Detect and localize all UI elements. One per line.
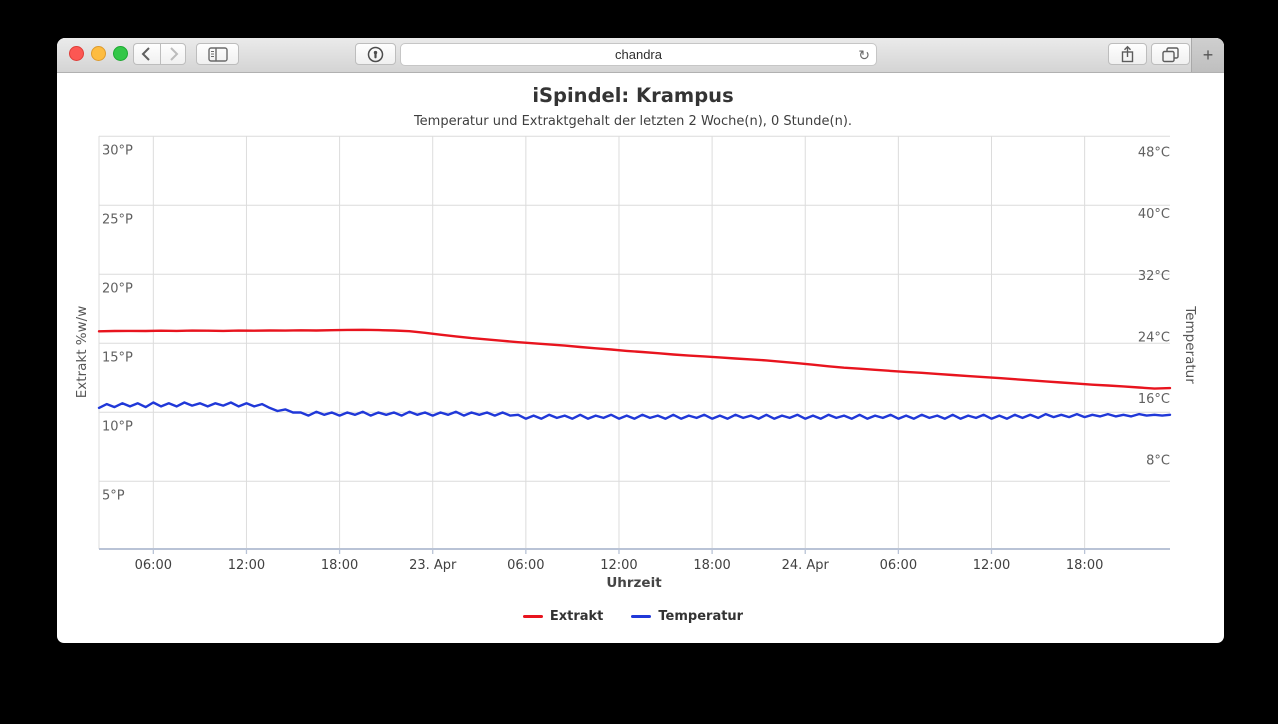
x-tick-label: 12:00 (600, 558, 637, 573)
y-left-axis-title: Extrakt %w/w (74, 306, 90, 399)
onepassword-icon (367, 46, 384, 62)
series-line-extrakt (97, 328, 1172, 390)
y-right-tick-label: 40°C (1138, 207, 1170, 222)
y-right-tick-label: 24°C (1138, 330, 1170, 345)
x-tick-label: 18:00 (693, 558, 730, 573)
legend-label: Temperatur (658, 608, 744, 624)
x-tick-label: 12:00 (973, 558, 1010, 573)
y-left-tick-label: 15°P (102, 350, 133, 365)
chevron-right-icon (170, 47, 179, 61)
x-tick-label: 23. Apr (409, 558, 457, 573)
forward-button[interactable] (159, 43, 186, 65)
y-right-tick-label: 16°C (1138, 392, 1170, 407)
window-controls (69, 45, 128, 61)
legend-label: Extrakt (549, 608, 604, 624)
page-subtitle: Temperatur und Extraktgehalt der letzten… (413, 114, 853, 129)
close-icon[interactable] (69, 45, 84, 61)
x-tick-label: 18:00 (321, 558, 358, 573)
series-line-temperatur (97, 401, 1172, 420)
line-chart: 30°P 25°P 20°P 15°P 10°P 5°P 06:00 12:00 18:00 23… (74, 135, 1198, 591)
zoom-icon[interactable] (113, 45, 128, 61)
x-tick-label: 12:00 (228, 558, 265, 573)
page-title: iSpindel: Krampus (532, 84, 734, 107)
back-button[interactable] (133, 43, 160, 65)
extrakt-series-swatch (522, 614, 543, 618)
sidebar-button[interactable] (196, 43, 239, 65)
share-button[interactable] (1108, 43, 1147, 65)
y-right-tick-label: 48°C (1138, 146, 1170, 161)
y-left-tick-label: 10°P (102, 419, 133, 434)
chevron-left-icon (141, 47, 150, 61)
tab-overview-icon (1162, 46, 1179, 62)
new-tab-button[interactable]: + (1191, 38, 1224, 72)
legend-item-temperatur: Temperatur (631, 609, 743, 624)
x-tick-label: 06:00 (135, 558, 172, 573)
share-icon (1121, 45, 1134, 62)
history-nav (133, 43, 186, 65)
address-bar-url: chandra (615, 47, 662, 62)
y-left-tick-label: 25°P (102, 212, 133, 227)
y-left-tick-label: 30°P (102, 143, 133, 158)
browser-toolbar: chandra ↻ + (57, 38, 1224, 73)
tab-overview-button[interactable] (1151, 43, 1190, 65)
legend-item-extrakt: Extrakt (522, 608, 604, 624)
x-tick-label: 24. Apr (782, 558, 830, 573)
sidebar-icon (207, 46, 228, 62)
x-tick-label: 06:00 (507, 558, 544, 573)
onepassword-extension-button[interactable] (355, 43, 396, 65)
y-right-tick-label: 8°C (1146, 454, 1170, 469)
address-bar[interactable]: chandra ↻ (400, 43, 877, 66)
y-right-tick-label: 32°C (1138, 269, 1170, 284)
y-right-axis-title: Temperatur (1182, 305, 1198, 384)
reload-icon[interactable]: ↻ (858, 47, 870, 63)
x-tick-label: 06:00 (880, 558, 917, 573)
y-left-tick-label: 5°P (102, 488, 125, 503)
temperatur-series-swatch (631, 614, 652, 618)
x-tick-label: 18:00 (1066, 558, 1103, 573)
minimize-icon[interactable] (91, 45, 106, 61)
y-left-tick-label: 20°P (102, 281, 133, 296)
safari-window: chandra ↻ + iSpindel: Krampus Temperatur… (57, 38, 1224, 643)
chart-legend: Extrakt Temperatur (57, 606, 1209, 626)
x-axis-title: Uhrzeit (606, 575, 662, 591)
